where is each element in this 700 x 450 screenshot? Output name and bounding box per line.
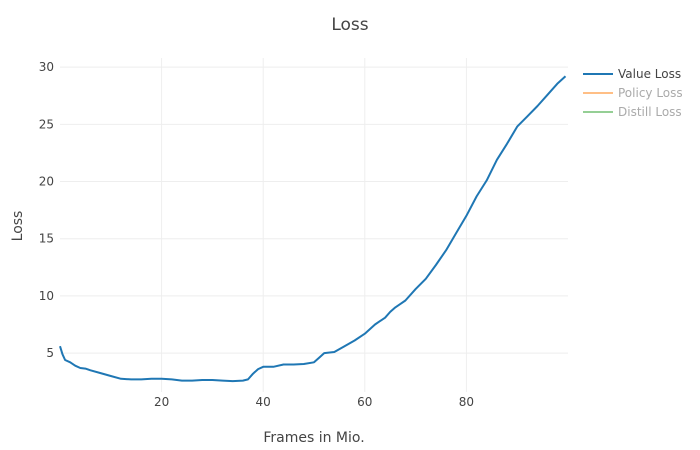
legend-label-distill-loss: Distill Loss [618, 105, 682, 119]
y-tick-label: 5 [46, 346, 54, 360]
series-layer [59, 75, 567, 383]
x-tick-label: 80 [459, 395, 474, 409]
y-tick-label: 25 [39, 117, 54, 131]
y-tick-label: 20 [39, 175, 54, 189]
x-tick-label: 60 [357, 395, 372, 409]
tick-labels: 5 10 15 20 25 30 20 40 60 80 [39, 60, 474, 409]
chart-title: Loss [331, 15, 368, 35]
legend-item-policy-loss[interactable]: Policy Loss [583, 86, 683, 100]
series-line-value-loss[interactable] [59, 75, 567, 383]
y-tick-label: 30 [39, 60, 54, 74]
y-axis-title: Loss [10, 211, 26, 242]
legend-item-value-loss[interactable]: Value Loss [583, 67, 681, 81]
x-axis-title: Frames in Mio. [263, 430, 364, 446]
y-tick-label: 15 [39, 232, 54, 246]
legend-item-distill-loss[interactable]: Distill Loss [583, 105, 682, 119]
legend-label-value-loss: Value Loss [618, 67, 681, 81]
gridlines [60, 58, 568, 392]
y-tick-label: 10 [39, 289, 54, 303]
legend-label-policy-loss: Policy Loss [618, 86, 683, 100]
x-tick-label: 40 [256, 395, 271, 409]
legend: Value Loss Policy Loss Distill Loss [583, 67, 683, 119]
x-tick-label: 20 [154, 395, 169, 409]
